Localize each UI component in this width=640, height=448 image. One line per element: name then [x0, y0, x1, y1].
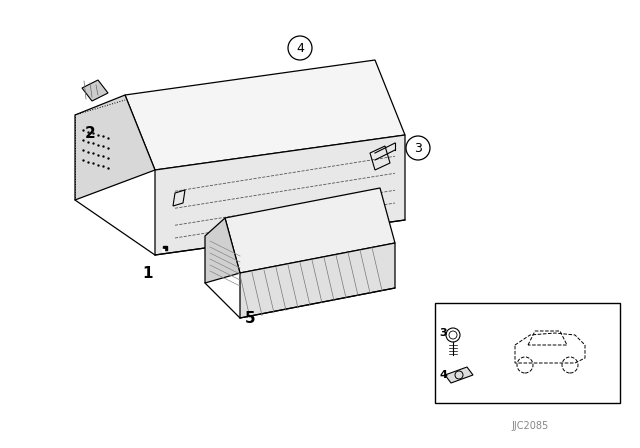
Text: 3: 3 — [414, 142, 422, 155]
Text: 3: 3 — [439, 328, 447, 338]
Text: JJC2085: JJC2085 — [511, 421, 548, 431]
Polygon shape — [225, 188, 395, 273]
Text: 4: 4 — [439, 370, 447, 380]
Text: 4: 4 — [296, 42, 304, 55]
Polygon shape — [75, 95, 155, 200]
Circle shape — [288, 36, 312, 60]
Bar — [435, 303, 620, 403]
Polygon shape — [205, 218, 240, 283]
Polygon shape — [155, 135, 405, 255]
Circle shape — [406, 136, 430, 160]
Text: 1: 1 — [143, 266, 153, 280]
Polygon shape — [445, 367, 473, 383]
Polygon shape — [82, 80, 108, 101]
Polygon shape — [125, 60, 405, 170]
Polygon shape — [240, 243, 395, 318]
Text: 5: 5 — [244, 310, 255, 326]
Text: 2: 2 — [84, 125, 95, 141]
